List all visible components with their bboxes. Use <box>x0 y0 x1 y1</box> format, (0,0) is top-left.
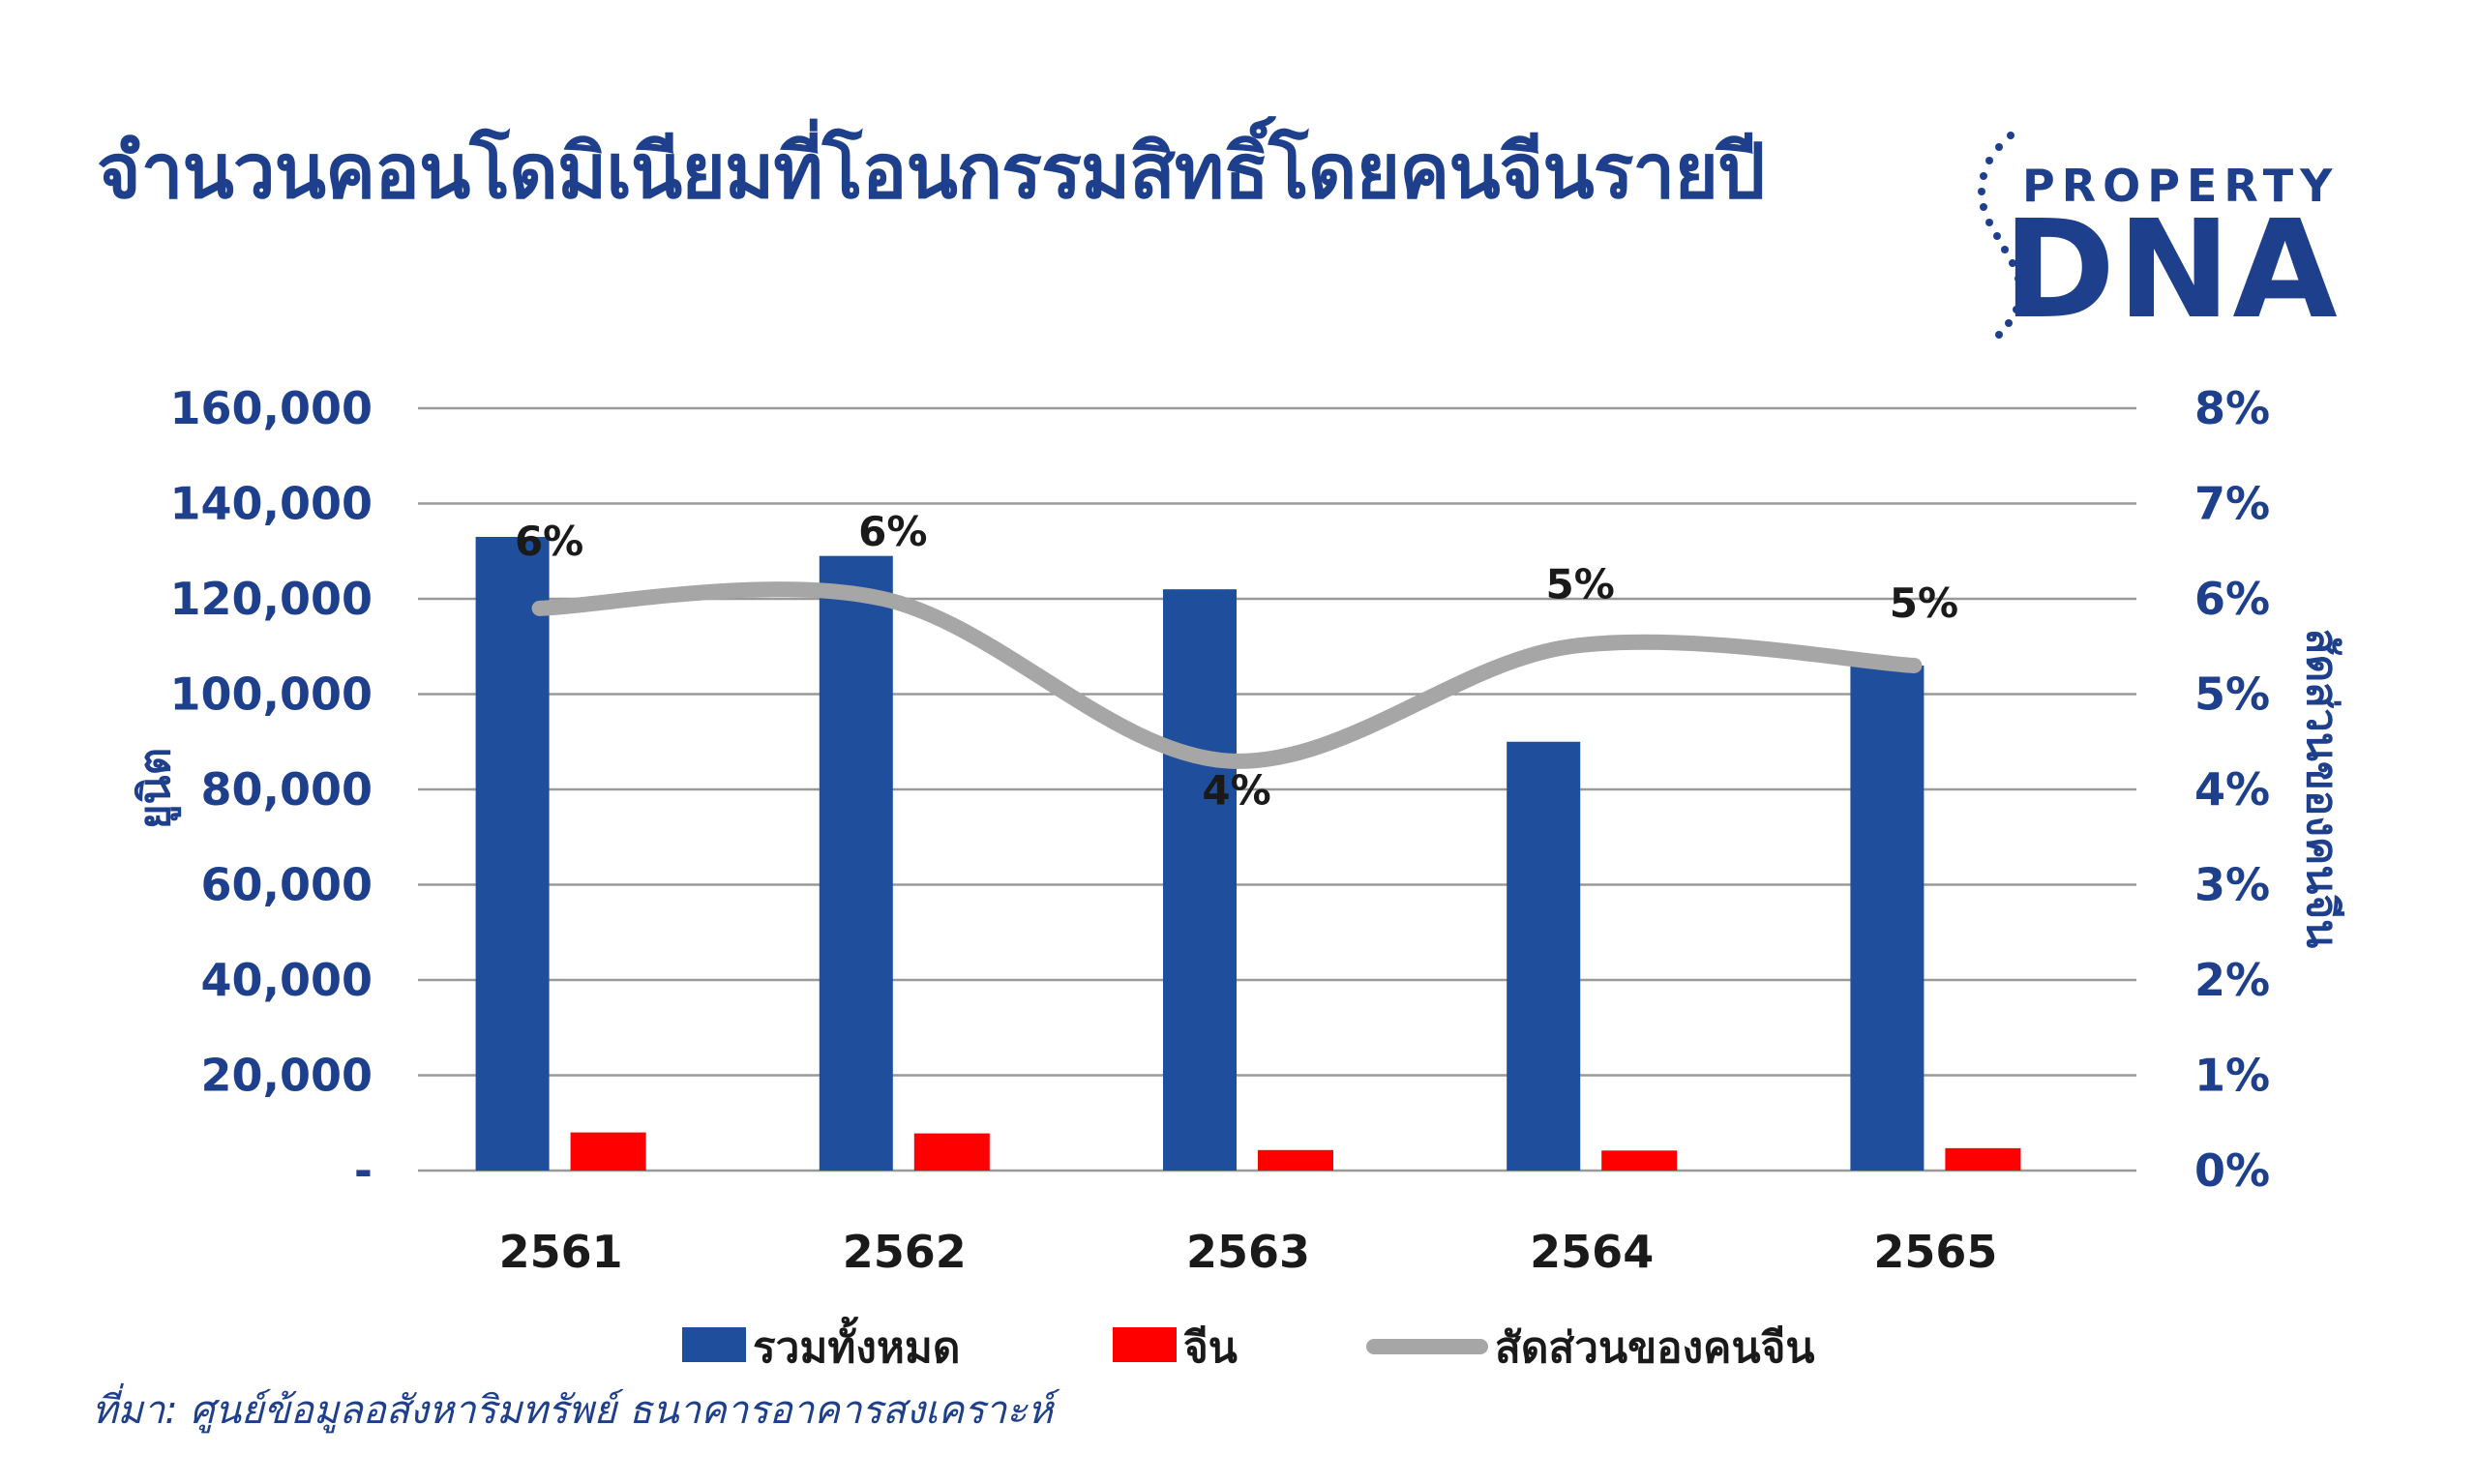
property-dna-logo: PROPERTY DNA <box>1945 126 2400 348</box>
y-tick-label: 20,000 <box>200 1050 373 1102</box>
bar-total <box>1850 665 1925 1171</box>
bar-china <box>1945 1147 2021 1171</box>
bar-total <box>475 536 550 1171</box>
dna-helix-icon <box>1978 132 2024 339</box>
bar-china <box>913 1133 990 1171</box>
y-tick-label: 120,000 <box>169 573 373 625</box>
y2-tick-label: 6% <box>2194 573 2270 625</box>
share-data-label: 6% <box>858 508 927 555</box>
share-data-label: 5% <box>1546 560 1615 608</box>
legend-swatch-china <box>1113 1327 1177 1362</box>
x-tick-label: 2565 <box>1873 1226 1997 1278</box>
y-tick-label: - <box>354 1144 373 1197</box>
logo-property-text: PROPERTY <box>2022 160 2340 212</box>
share-data-label: 5% <box>1890 579 1958 627</box>
bar-total <box>1163 589 1237 1171</box>
y-tick-label: 100,000 <box>169 668 373 721</box>
bar-total <box>1507 741 1581 1171</box>
y-tick-label: 80,000 <box>200 763 373 816</box>
y2-tick-label: 1% <box>2194 1050 2270 1102</box>
x-tick-label: 2561 <box>499 1226 623 1278</box>
y2-tick-label: 0% <box>2194 1144 2270 1197</box>
x-tick-label: 2562 <box>843 1226 967 1278</box>
y2-axis-title: สัดส่วนของคนจีน <box>2297 629 2346 948</box>
y2-tick-label: 5% <box>2194 668 2270 721</box>
x-tick-label: 2564 <box>1530 1226 1654 1278</box>
y-tick-label: 40,000 <box>200 954 373 1006</box>
y-tick-label: 160,000 <box>169 382 373 434</box>
y-tick-label: 60,000 <box>200 859 373 911</box>
bar-total <box>819 555 893 1171</box>
page-title: จำนวนคอนโดมิเนียมที่โอนกรรมสิทธิ์โดยคนจี… <box>97 129 1766 216</box>
bar-china <box>1601 1150 1678 1171</box>
share-data-label: 4% <box>1202 766 1270 814</box>
y2-tick-label: 3% <box>2194 859 2270 911</box>
share-line <box>531 581 1923 769</box>
bar-china <box>570 1132 646 1171</box>
share-data-label: 6% <box>515 518 583 565</box>
legend-swatch-total <box>682 1327 746 1362</box>
y2-tick-label: 4% <box>2194 763 2270 816</box>
y2-tick-label: 8% <box>2194 382 2270 434</box>
bar-china <box>1258 1149 1333 1171</box>
legend-label-china: จีน <box>1183 1323 1238 1373</box>
y-tick-label: 140,000 <box>169 478 373 530</box>
logo-dna-text: DNA <box>2003 192 2340 349</box>
y2-tick-label: 7% <box>2194 478 2270 530</box>
y2-tick-label: 2% <box>2194 954 2270 1006</box>
legend-label-total: รวมทั้งหมด <box>753 1316 960 1373</box>
y-axis-title: ยูนิต <box>131 748 181 829</box>
legend-label-share: สัดส่วนของคนจีน <box>1495 1323 1814 1373</box>
x-tick-label: 2563 <box>1186 1226 1310 1278</box>
source-note: ที่มา: ศูนย์ข้อมูลอสังหาริมทรัพย์ ธนาคาร… <box>92 1388 1054 1433</box>
